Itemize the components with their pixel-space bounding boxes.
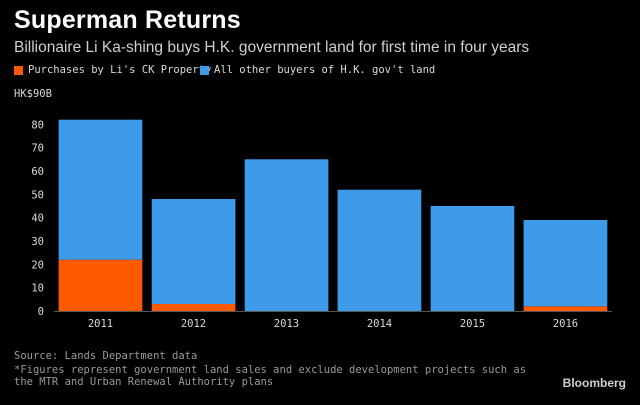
bar-other-buyers-2015: [430, 206, 515, 311]
bar-other-buyers-2012: [151, 199, 236, 304]
legend-label-ck-property: Purchases by Li's CK Property: [28, 64, 212, 76]
x-tick-label: 2011: [88, 318, 113, 330]
legend-item-other-buyers: All other buyers of H.K. gov't land: [200, 64, 435, 76]
y-tick-label: 30: [31, 236, 44, 248]
x-tick-label: 2015: [460, 318, 485, 330]
x-tick-label: 2016: [553, 318, 578, 330]
bar-chart: 0 10 20 30 40 50 60 70 80 2011 2012 2013 2014 2015 201…: [31, 119, 612, 330]
y-tick-label: 70: [31, 143, 44, 155]
x-tick-label: 2014: [367, 318, 392, 330]
x-tick-label: 2012: [181, 318, 206, 330]
source-text: Source: Lands Department data: [14, 350, 198, 362]
footnote-text: *Figures represent government land sales…: [14, 364, 527, 388]
x-tick-label: 2013: [274, 318, 299, 330]
bar-other-buyers-2016: [523, 220, 608, 307]
bar-ck-property-2012: [151, 304, 236, 311]
legend-item-ck-property: Purchases by Li's CK Property: [14, 64, 211, 76]
bar-ck-property-2016: [523, 306, 608, 311]
y-tick-label: 10: [31, 283, 44, 295]
chart-title: Superman Returns: [14, 6, 241, 34]
y-tick-label: 60: [31, 166, 44, 178]
bar-ck-property-2011: [58, 259, 143, 311]
legend-swatch-orange: [14, 65, 23, 75]
y-tick-label: 0: [38, 306, 44, 318]
bloomberg-logo: Bloomberg: [562, 376, 626, 390]
y-tick-label: 40: [31, 213, 44, 225]
chart-subtitle: Billionaire Li Ka-shing buys H.K. govern…: [14, 39, 530, 56]
y-tick-label: 50: [31, 189, 44, 201]
bar-other-buyers-2013: [244, 159, 329, 311]
bar-other-buyers-2014: [337, 189, 422, 311]
legend-label-other-buyers: All other buyers of H.K. gov't land: [214, 64, 436, 76]
chart-source: Source: Lands Department data *Figures r…: [14, 350, 534, 388]
y-axis-unit-label: HK$90B: [14, 88, 52, 100]
bar-other-buyers-2011: [58, 119, 143, 260]
y-tick-label: 80: [31, 119, 44, 131]
y-tick-label: 20: [31, 259, 44, 271]
legend-swatch-blue: [200, 65, 209, 75]
